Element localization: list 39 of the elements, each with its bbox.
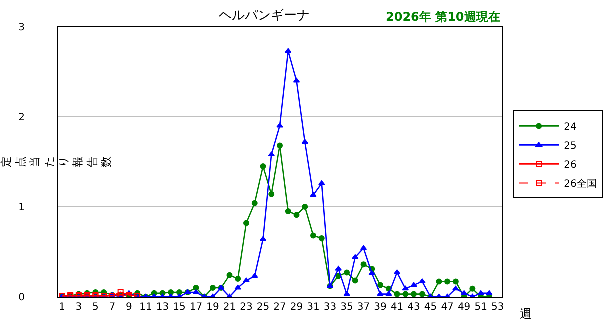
x-tick-label: 29	[290, 302, 304, 313]
x-tick-label: 51	[474, 302, 488, 313]
x-tick-label: 43	[408, 302, 420, 313]
chart-subtitle: 2026年 第10週現在	[386, 10, 500, 24]
x-tick-label: 13	[156, 302, 170, 313]
x-tick-label: 23	[240, 302, 253, 313]
legend-label: 26全国	[564, 178, 597, 190]
x-tick-label: 35	[340, 302, 354, 313]
x-tick-label: 21	[223, 302, 236, 313]
x-tick-label: 25	[256, 302, 270, 313]
chart-title: ヘルパンギーナ	[218, 8, 310, 24]
x-tick-label: 15	[173, 302, 186, 313]
x-tick-label: 19	[206, 302, 220, 313]
x-tick-label: 47	[441, 302, 454, 313]
x-tick-label: 7	[109, 302, 116, 313]
x-tick-label: 53	[491, 302, 504, 313]
x-tick-label: 27	[274, 302, 286, 313]
x-tick-label: 33	[324, 302, 337, 313]
y-tick-label: 2	[18, 112, 25, 124]
x-tick-label: 5	[92, 302, 99, 313]
x-tick-label: 41	[390, 302, 404, 313]
x-tick-label: 1	[59, 302, 66, 313]
x-axis-title: 週	[520, 307, 532, 321]
legend-label: 26	[564, 160, 577, 172]
x-tick-label: 3	[76, 302, 82, 313]
legend-label: 25	[564, 141, 577, 152]
legend-label: 24	[564, 122, 577, 134]
y-axis-title: 定点当たり報告数	[0, 156, 114, 168]
x-tick-label: 17	[190, 302, 203, 313]
x-tick-label: 45	[424, 302, 438, 313]
x-tick-label: 11	[140, 302, 152, 313]
x-tick-label: 49	[458, 302, 471, 313]
x-tick-label: 39	[374, 302, 387, 313]
x-tick-label: 9	[126, 302, 132, 313]
x-tick-label: 37	[357, 302, 370, 313]
y-tick-label: 1	[18, 202, 25, 214]
y-tick-label: 0	[18, 292, 25, 304]
y-tick-label: 3	[18, 22, 25, 34]
x-tick-label: 31	[307, 302, 320, 313]
